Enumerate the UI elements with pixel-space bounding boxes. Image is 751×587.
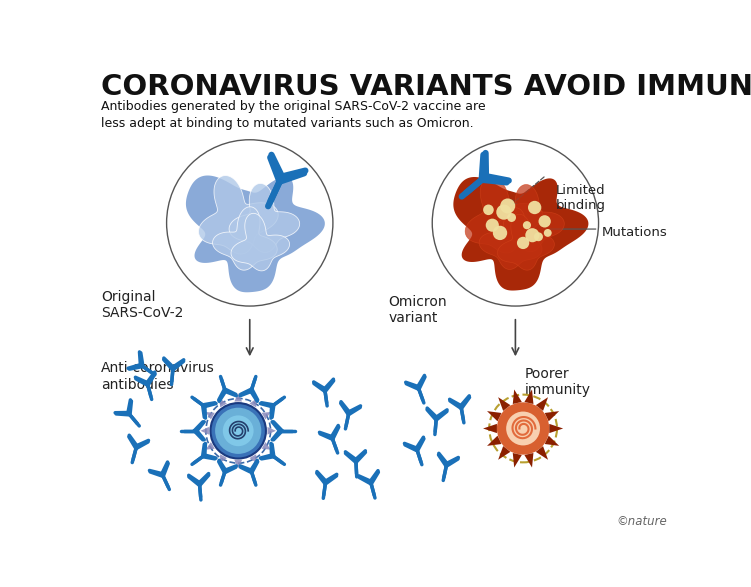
Circle shape: [433, 140, 599, 306]
Text: Antibodies generated by the original SARS-CoV-2 vaccine are
less adept at bindin: Antibodies generated by the original SAR…: [101, 100, 486, 130]
Circle shape: [534, 232, 543, 241]
Circle shape: [497, 402, 549, 455]
Text: Omicron
variant: Omicron variant: [388, 295, 447, 325]
Circle shape: [506, 411, 540, 446]
Polygon shape: [487, 411, 502, 421]
Text: Anti-coronavirus
antibodies: Anti-coronavirus antibodies: [101, 362, 215, 392]
Text: CORONAVIRUS VARIANTS AVOID IMMUNITY: CORONAVIRUS VARIANTS AVOID IMMUNITY: [101, 73, 751, 101]
Circle shape: [486, 218, 499, 232]
Circle shape: [523, 221, 531, 230]
Polygon shape: [513, 453, 522, 467]
Circle shape: [538, 215, 550, 228]
Polygon shape: [206, 442, 215, 450]
Polygon shape: [261, 442, 271, 450]
Polygon shape: [229, 184, 300, 252]
Circle shape: [167, 140, 333, 306]
Circle shape: [500, 198, 515, 214]
Polygon shape: [206, 412, 215, 420]
Circle shape: [210, 403, 266, 458]
Circle shape: [493, 226, 507, 240]
Circle shape: [528, 201, 541, 214]
Polygon shape: [496, 184, 564, 252]
Text: Poorer
immunity: Poorer immunity: [525, 367, 590, 397]
Polygon shape: [544, 411, 559, 421]
Polygon shape: [267, 427, 276, 434]
Polygon shape: [198, 176, 278, 254]
Polygon shape: [544, 436, 559, 446]
Polygon shape: [234, 460, 242, 468]
Polygon shape: [219, 398, 227, 407]
Text: Limited
binding: Limited binding: [556, 184, 605, 212]
Polygon shape: [498, 446, 511, 460]
Polygon shape: [465, 177, 543, 253]
Polygon shape: [249, 454, 257, 464]
Polygon shape: [483, 424, 497, 433]
Circle shape: [544, 229, 552, 237]
Polygon shape: [497, 214, 554, 270]
Polygon shape: [213, 207, 277, 270]
Text: ©nature: ©nature: [617, 515, 667, 528]
Polygon shape: [498, 397, 511, 411]
Polygon shape: [549, 424, 563, 433]
Polygon shape: [524, 453, 533, 467]
Polygon shape: [219, 454, 227, 464]
Polygon shape: [249, 398, 257, 407]
Circle shape: [525, 228, 539, 242]
Polygon shape: [513, 389, 522, 404]
Circle shape: [223, 416, 254, 446]
Circle shape: [496, 204, 511, 220]
Text: Original
SARS-CoV-2: Original SARS-CoV-2: [101, 290, 183, 320]
Polygon shape: [535, 397, 548, 411]
Polygon shape: [535, 446, 548, 460]
Circle shape: [483, 204, 493, 215]
Polygon shape: [454, 177, 588, 291]
Polygon shape: [234, 393, 242, 402]
Polygon shape: [479, 208, 542, 269]
Polygon shape: [201, 427, 209, 434]
Circle shape: [517, 237, 529, 249]
Polygon shape: [487, 436, 502, 446]
Polygon shape: [524, 389, 533, 404]
Circle shape: [215, 408, 261, 454]
Text: Mutations: Mutations: [602, 226, 668, 239]
Polygon shape: [231, 213, 290, 271]
Circle shape: [507, 213, 516, 222]
Polygon shape: [261, 412, 271, 420]
Polygon shape: [186, 176, 325, 292]
